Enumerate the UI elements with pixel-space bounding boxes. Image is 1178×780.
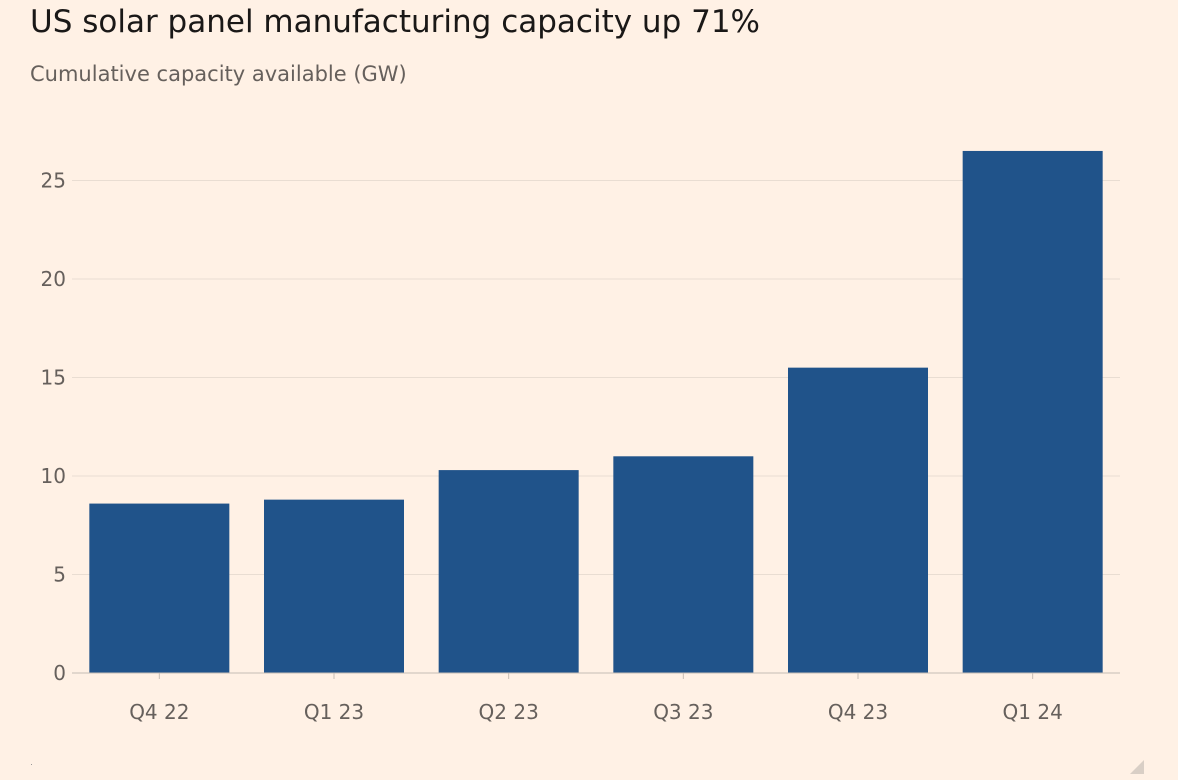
x-axis-labels: Q4 22 Q1 23 Q2 23 Q3 23 Q4 23 Q1 24 (129, 700, 1063, 724)
x-tick-label: Q3 23 (653, 700, 713, 724)
y-tick-label: 0 (53, 661, 66, 685)
bars (89, 150, 1103, 673)
bar-q2-23 (438, 470, 579, 673)
bar-q1-23 (264, 499, 404, 673)
x-tick-label: Q2 23 (479, 700, 539, 724)
y-tick-label: 20 (41, 267, 66, 291)
decorative-dot (31, 764, 32, 765)
y-axis-labels: 0 5 10 15 20 25 (41, 169, 66, 686)
chart-subtitle: Cumulative capacity available (GW) (30, 62, 407, 86)
x-axis (72, 672, 1120, 679)
resize-handle-icon (1130, 760, 1144, 774)
x-tick-label: Q1 24 (1003, 700, 1063, 724)
chart-title: US solar panel manufacturing capacity up… (30, 4, 760, 40)
gridlines (72, 180, 1120, 575)
y-tick-label: 5 (53, 563, 66, 587)
bar-q4-23 (788, 367, 928, 673)
bar-q1-24 (962, 150, 1103, 673)
y-tick-label: 15 (41, 366, 66, 390)
x-tick-label: Q4 22 (129, 700, 189, 724)
bar-q4-22 (89, 503, 230, 673)
y-tick-label: 10 (41, 464, 66, 488)
x-tick-label: Q4 23 (828, 700, 888, 724)
x-tick-label: Q1 23 (304, 700, 364, 724)
y-tick-label: 25 (41, 169, 66, 193)
bar-q3-23 (613, 456, 754, 673)
